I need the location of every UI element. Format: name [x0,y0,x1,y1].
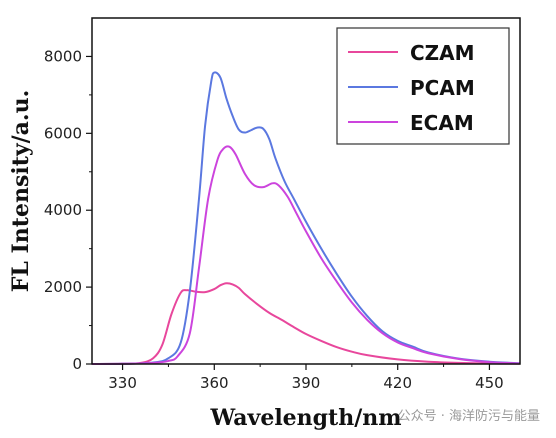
y-tick-label-8000: 8000 [44,47,82,65]
x-tick-label-360: 360 [200,374,229,392]
legend-label-czam: CZAM [410,41,475,65]
legend-label-pcam: PCAM [410,76,475,100]
y-tick-label-6000: 6000 [44,124,82,142]
series-layer [91,71,521,365]
legend-label-ecam: ECAM [410,111,474,135]
x-tick-label-450: 450 [475,374,504,392]
watermark-text: 公众号 · 海洋防污与能量 [398,408,540,424]
x-tick-label-420: 420 [383,374,412,392]
x-axis-title: Wavelength/nm [209,405,401,431]
y-tick-label-4000: 4000 [44,201,82,219]
x-tick-label-330: 330 [108,374,137,392]
x-tick-label-390: 390 [292,374,321,392]
ticks-layer: 330 360 390 420 450 0 2000 4000 6000 8000 [44,47,504,392]
y-tick-label-0: 0 [72,355,82,373]
legend: CZAM PCAM ECAM [336,27,510,145]
y-axis-title: FL Intensity/a.u. [8,90,34,292]
y-tick-label-2000: 2000 [44,278,82,296]
series-line-pcam [91,71,521,365]
series-line-czam [91,282,521,365]
series-line-ecam [91,145,521,365]
